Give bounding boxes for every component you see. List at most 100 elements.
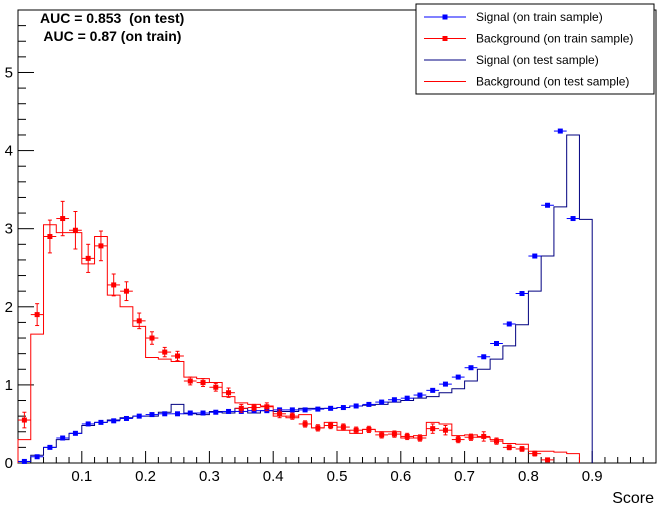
data-point <box>34 312 40 318</box>
data-point <box>187 378 193 384</box>
data-point <box>200 410 206 416</box>
data-point <box>34 454 40 460</box>
data-point <box>21 417 27 423</box>
x-tick-label: 0.6 <box>390 468 411 485</box>
data-point <box>200 380 206 386</box>
data-point <box>519 291 525 297</box>
data-point <box>162 349 168 355</box>
data-point <box>277 411 283 417</box>
x-tick-label: 0.5 <box>327 468 348 485</box>
data-point <box>455 374 461 380</box>
data-point <box>98 419 104 425</box>
y-tick-label: 4 <box>5 143 13 160</box>
auc-test-annotation: AUC = 0.853 (on test) <box>40 10 184 26</box>
data-point <box>60 435 66 441</box>
data-point <box>98 243 104 249</box>
data-point <box>442 427 448 433</box>
data-point <box>430 387 436 393</box>
data-point <box>442 381 448 387</box>
data-point <box>366 426 372 432</box>
data-point <box>149 412 155 418</box>
data-point <box>136 413 142 419</box>
data-point <box>72 430 78 436</box>
x-tick-label: 0.1 <box>71 468 92 485</box>
legend-label-0: Signal (on train sample) <box>476 10 603 24</box>
data-point <box>468 365 474 371</box>
data-point <box>315 406 321 412</box>
data-point <box>328 423 334 429</box>
auc-train-annotation: AUC = 0.87 (on train) <box>40 28 181 44</box>
legend: Signal (on train sample) Background (on t… <box>415 3 655 95</box>
data-point <box>353 403 359 409</box>
x-tick-label: 0.9 <box>582 468 603 485</box>
data-point <box>289 407 295 413</box>
data-point <box>226 390 232 396</box>
data-point <box>404 395 410 401</box>
x-tick-label: 0.8 <box>518 468 539 485</box>
data-point <box>175 411 180 417</box>
data-point <box>213 384 219 390</box>
data-point <box>238 405 244 411</box>
y-tick-label: 1 <box>5 377 13 394</box>
data-point <box>519 446 525 452</box>
data-point <box>391 397 397 403</box>
data-point <box>187 410 193 416</box>
data-point <box>60 216 66 222</box>
data-point <box>251 405 257 411</box>
data-point <box>532 451 538 457</box>
data-point <box>379 432 385 438</box>
x-tick-label: 0.3 <box>199 468 220 485</box>
legend-marker-1 <box>442 36 448 41</box>
legend-box <box>415 3 655 95</box>
data-point <box>315 425 321 431</box>
data-point <box>494 438 499 444</box>
legend-label-2: Signal (on test sample) <box>476 53 599 67</box>
data-point <box>302 407 308 413</box>
data-point <box>545 457 551 463</box>
data-point <box>506 444 512 450</box>
data-point <box>85 421 91 427</box>
y-tick-label: 2 <box>5 299 13 316</box>
y-tick-label: 3 <box>5 221 13 238</box>
data-point <box>481 433 487 439</box>
data-point <box>328 405 334 411</box>
data-point <box>557 128 563 134</box>
data-point <box>175 353 180 359</box>
data-point <box>391 431 397 437</box>
series-layer <box>17 128 593 464</box>
data-point <box>404 433 410 439</box>
y-tick-label: 0 <box>5 455 13 472</box>
series-0-points <box>18 128 580 464</box>
data-point <box>123 288 129 294</box>
data-point <box>417 435 423 441</box>
legend-label-1: Background (on train sample) <box>476 32 633 46</box>
data-point <box>72 227 78 233</box>
data-point <box>264 404 270 410</box>
data-point <box>353 427 359 433</box>
data-point <box>47 234 53 239</box>
data-point <box>226 408 232 414</box>
data-point <box>136 318 142 324</box>
data-point <box>481 354 487 360</box>
data-point <box>21 458 27 464</box>
data-point <box>85 255 91 261</box>
data-point <box>213 409 219 415</box>
data-point <box>47 444 53 450</box>
data-point <box>111 418 117 424</box>
data-point <box>430 426 436 432</box>
series-1-points <box>18 200 554 463</box>
data-point <box>340 405 346 411</box>
data-point <box>417 392 423 398</box>
data-point <box>162 411 168 417</box>
legend-marker-0 <box>442 14 448 20</box>
data-point <box>468 434 474 440</box>
data-point <box>289 413 295 419</box>
data-point <box>570 216 576 222</box>
axis-ticks: 0.1 0.2 0.3 0.4 0.5 0.6 0.7 0.8 0.9 0 1 2 3 4 5 <box>5 9 644 485</box>
data-point <box>455 437 461 443</box>
data-point <box>532 253 538 259</box>
data-point <box>379 399 385 405</box>
data-point <box>366 401 372 407</box>
data-point <box>111 282 117 288</box>
